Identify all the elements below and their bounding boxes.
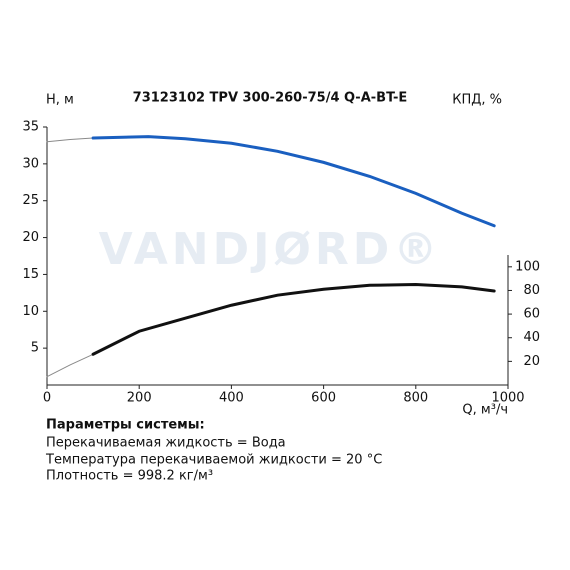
x-tick-label: 400 — [219, 391, 244, 406]
x-tick-label: 600 — [311, 391, 336, 406]
x-tick-label: 0 — [43, 391, 51, 406]
x-axis-label: Q, м³/ч — [462, 403, 508, 418]
watermark: VANDJØRD® — [99, 224, 442, 275]
y2-tick-label: 80 — [523, 283, 540, 298]
y-tick-label: 5 — [31, 341, 39, 356]
y-tick-label: 35 — [22, 120, 39, 135]
curve — [46, 137, 94, 143]
notes-line: Плотность = 998.2 кг/м³ — [46, 469, 213, 484]
y-tick-label: 30 — [22, 156, 39, 171]
curve — [91, 283, 496, 356]
x-tick-label: 1000 — [491, 391, 524, 406]
y2-tick-label: 40 — [523, 330, 540, 345]
x-tick-label: 800 — [403, 391, 428, 406]
chart-title: 73123102 TPV 300-260-75/4 Q-A-BT-E — [133, 91, 408, 106]
y2-tick-label: 60 — [523, 307, 540, 322]
y2-axis-label: КПД, % — [452, 93, 502, 108]
y-tick-label: 25 — [22, 193, 39, 208]
y-axis-label: H, м — [46, 93, 74, 108]
curve — [46, 353, 94, 378]
x-tick-label: 200 — [127, 391, 152, 406]
y-tick-label: 20 — [22, 230, 39, 245]
curve — [91, 135, 496, 228]
notes-line: Перекачиваемая жидкость = Вода — [46, 436, 286, 451]
y-tick-label: 15 — [22, 267, 39, 282]
y-tick-label: 10 — [22, 304, 39, 319]
notes-heading: Параметры системы: — [46, 418, 205, 433]
y2-tick-label: 100 — [515, 259, 540, 274]
y2-tick-label: 20 — [523, 354, 540, 369]
notes-line: Температура перекачиваемой жидкости = 20… — [45, 453, 382, 468]
